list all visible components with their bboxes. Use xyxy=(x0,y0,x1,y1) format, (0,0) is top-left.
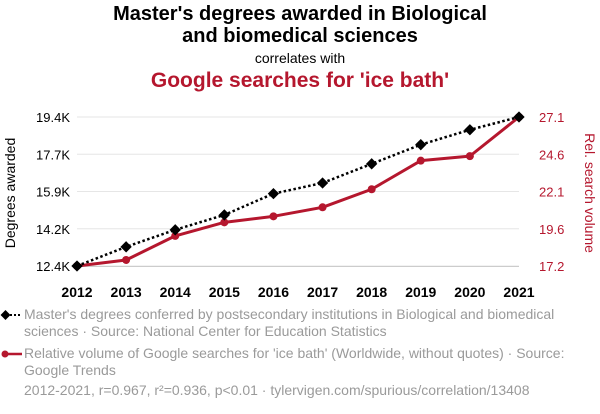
x-tick-label: 2019 xyxy=(405,284,436,300)
chart-title-line-2: and biomedical sciences xyxy=(182,25,418,47)
point-searches-2015 xyxy=(220,218,229,227)
point-searches-2014 xyxy=(171,231,180,240)
series-lines xyxy=(76,115,520,268)
left-tick-label: 19.4K xyxy=(36,110,70,125)
point-searches-2019 xyxy=(416,156,425,165)
chart-svg: 12.4K 14.2K 15.9K 17.7K 19.4K 17.2 19.6 22.1 24… xyxy=(2,110,598,300)
right-tick-label: 19.6 xyxy=(539,222,564,237)
legend-text-degrees: Master's degrees conferred by postsecond… xyxy=(24,306,555,339)
point-searches-2016 xyxy=(269,212,278,221)
left-tick-label: 15.9K xyxy=(36,185,70,200)
x-tick-label: 2018 xyxy=(356,284,387,300)
point-searches-2017 xyxy=(318,203,327,212)
footer-stats: 2012-2021, r=0.967, r²=0.936, p<0.01 · t… xyxy=(24,382,530,398)
point-degrees-2017 xyxy=(316,177,329,189)
point-searches-2020 xyxy=(465,152,474,161)
correlates-with-text: correlates with xyxy=(254,50,346,66)
legend-marker-degrees xyxy=(0,310,22,320)
left-tick-label: 12.4K xyxy=(36,259,70,274)
point-degrees-2014 xyxy=(169,224,181,236)
right-tick-label: 22.1 xyxy=(539,185,564,200)
grid-lines xyxy=(77,116,519,267)
point-searches-2018 xyxy=(367,185,376,194)
point-degrees-2012 xyxy=(71,260,83,272)
point-degrees-2018 xyxy=(366,158,378,170)
point-degrees-2020 xyxy=(464,124,476,136)
x-tick-label: 2015 xyxy=(209,284,240,300)
x-axis-ticks: 2012 2013 2014 2015 2016 2017 2018 2019 2020 2021 xyxy=(61,284,534,300)
right-axis-label: Rel. search volume xyxy=(582,133,598,253)
x-tick-label: 2014 xyxy=(160,284,191,300)
x-tick-label: 2016 xyxy=(258,284,289,300)
point-searches-2013 xyxy=(122,255,131,264)
point-degrees-2019 xyxy=(415,139,427,151)
left-axis-label: Degrees awarded xyxy=(2,138,18,249)
x-tick-label: 2013 xyxy=(111,284,142,300)
legend-text-searches: Relative volume of Google searches for '… xyxy=(24,345,565,378)
point-degrees-2016 xyxy=(267,187,280,200)
chart-subtitle: Google searches for 'ice bath' xyxy=(150,69,450,92)
left-axis-ticks: 12.4K 14.2K 15.9K 17.7K 19.4K xyxy=(36,110,70,274)
legend-marker-searches xyxy=(1,350,22,358)
right-tick-label: 17.2 xyxy=(539,259,564,274)
x-tick-label: 2020 xyxy=(454,284,485,300)
series-line-searches xyxy=(76,115,520,268)
x-tick-label: 2017 xyxy=(307,284,338,300)
point-degrees-2015 xyxy=(218,209,230,221)
chart-title-line-1: Master's degrees awarded in Biological xyxy=(113,3,487,25)
right-tick-label: 27.1 xyxy=(539,110,564,125)
left-tick-label: 14.2K xyxy=(36,222,70,237)
right-axis-ticks: 17.2 19.6 22.1 24.6 27.1 xyxy=(539,110,564,274)
left-tick-label: 17.7K xyxy=(36,147,70,162)
point-degrees-2013 xyxy=(120,241,132,253)
right-tick-label: 24.6 xyxy=(539,147,564,162)
x-tick-label: 2021 xyxy=(503,284,534,300)
series-line-degrees xyxy=(76,115,520,268)
x-tick-label: 2012 xyxy=(61,284,92,300)
